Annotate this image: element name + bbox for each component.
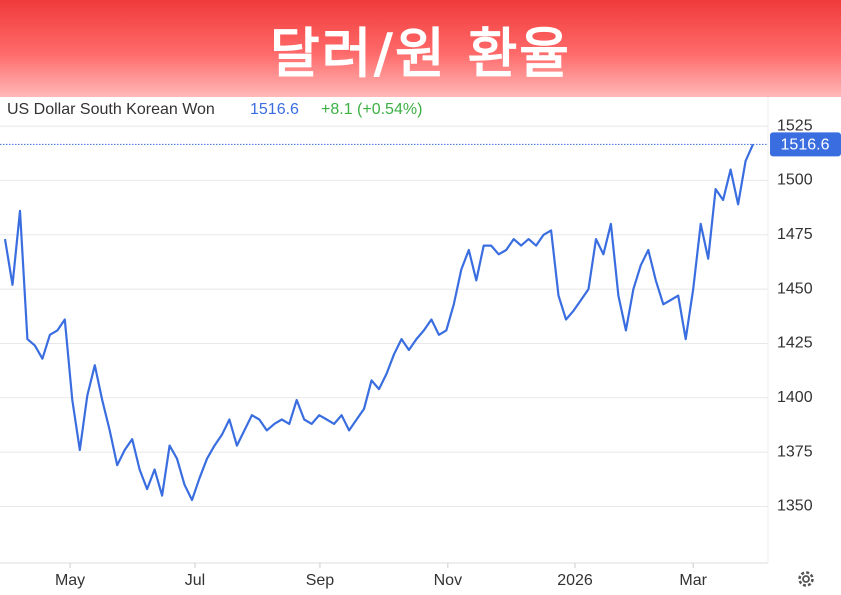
- y-tick-label: 1350: [777, 498, 813, 515]
- last-price-badge: [770, 132, 841, 157]
- price-line: [3, 143, 755, 502]
- x-tick-label: Sep: [306, 572, 335, 589]
- y-tick-label: 1400: [777, 389, 813, 406]
- x-tick-label: 2026: [557, 572, 593, 589]
- last-price: 1516.6: [250, 101, 299, 118]
- settings-icon[interactable]: [798, 571, 814, 587]
- banner-title: 달러/원 환율: [270, 22, 571, 85]
- y-tick-label: 1525: [777, 117, 813, 134]
- last-price-badge-label: 1516.6: [781, 137, 830, 154]
- x-tick-label: Jul: [185, 572, 205, 589]
- banner: 달러/원 환율: [0, 0, 841, 97]
- x-tick-label: May: [55, 572, 85, 589]
- x-tick-label: Mar: [679, 572, 707, 589]
- y-tick-label: 1425: [777, 335, 813, 352]
- y-tick-label: 1375: [777, 443, 813, 460]
- price-change: +8.1 (+0.54%): [321, 101, 422, 118]
- y-tick-label: 1475: [777, 226, 813, 243]
- chart-subtitle: US Dollar South Korean Won: [7, 101, 215, 118]
- y-tick-label: 1450: [777, 280, 813, 297]
- y-tick-label: 1500: [777, 172, 813, 189]
- x-tick-label: Nov: [434, 572, 462, 589]
- chart: US Dollar South Korean Won 1516.6 +8.1 (…: [0, 97, 841, 589]
